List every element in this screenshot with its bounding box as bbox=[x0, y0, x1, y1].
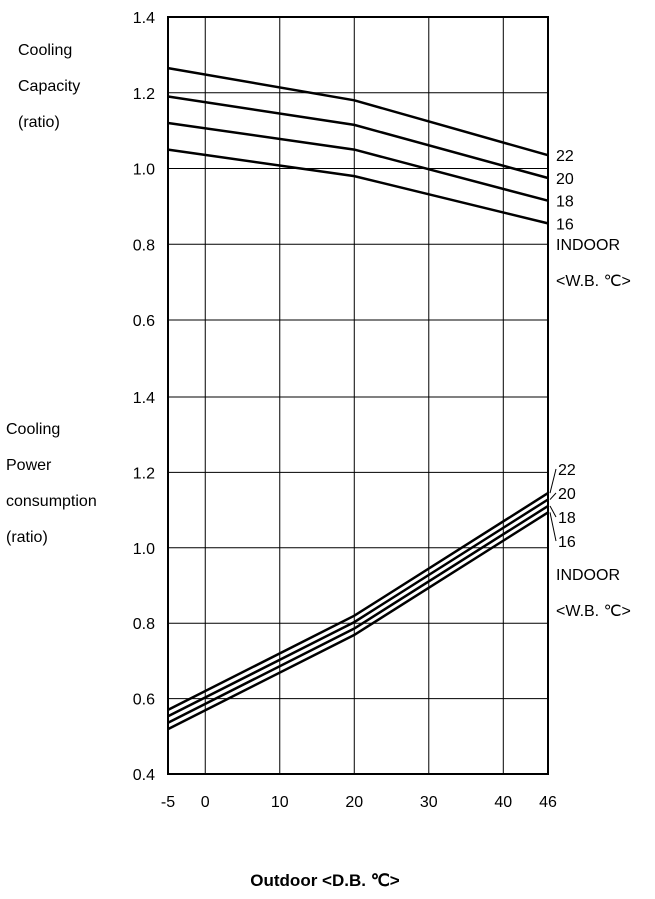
legend-label-18: 18 bbox=[558, 510, 576, 527]
y-axis-label-line: Cooling bbox=[6, 421, 60, 438]
series-line-18 bbox=[167, 121, 549, 202]
series-line-16 bbox=[167, 148, 549, 225]
x-tick-label: 10 bbox=[271, 794, 289, 811]
legend-label-22: 22 bbox=[558, 462, 576, 479]
legend-leader bbox=[549, 512, 557, 542]
y-tick-label: 0.6 bbox=[133, 313, 155, 330]
x-tick-labels: -5 0 10 20 30 40 46 bbox=[161, 794, 557, 811]
y-tick-label: 1.0 bbox=[133, 541, 155, 558]
x-tick-label: -5 bbox=[161, 794, 175, 811]
series-legends: 22 20 18 16 INDOOR <W.B. ℃> 22 20 18 16 INDOOR <W.B… bbox=[549, 148, 631, 620]
y-axis-label-line: Cooling bbox=[18, 42, 72, 59]
y-tick-label: 1.2 bbox=[133, 465, 155, 482]
legend-leader bbox=[549, 505, 557, 518]
y-axis-label-line: (ratio) bbox=[6, 529, 48, 546]
series-line-16 bbox=[167, 511, 549, 731]
series-line-22 bbox=[167, 492, 549, 712]
legend-leader bbox=[549, 468, 557, 494]
legend-label-20: 20 bbox=[556, 171, 574, 188]
legend-label-22: 22 bbox=[556, 148, 574, 165]
legend-leader bbox=[549, 492, 557, 500]
x-tick-label: 0 bbox=[201, 794, 210, 811]
y-tick-label: 0.8 bbox=[133, 237, 155, 254]
y-tick-labels: 1.4 1.2 1.0 0.8 0.6 1.4 1.2 1.0 0.8 0.6 0.4 bbox=[133, 10, 155, 784]
legend-title-line: <W.B. ℃> bbox=[556, 603, 631, 620]
x-axis-title: Outdoor <D.B. ℃> bbox=[250, 871, 400, 890]
series-line-22 bbox=[167, 66, 549, 157]
legend-label-16: 16 bbox=[556, 216, 574, 233]
legend-label-16: 16 bbox=[558, 534, 576, 551]
y-tick-label: 0.4 bbox=[133, 767, 155, 784]
y-axis-label-line: (ratio) bbox=[18, 114, 60, 131]
x-tick-label: 46 bbox=[539, 794, 557, 811]
series-line-18 bbox=[167, 504, 549, 724]
x-tick-label: 30 bbox=[420, 794, 438, 811]
series-line-20 bbox=[167, 498, 549, 718]
y-axis-label-line: Capacity bbox=[18, 78, 80, 95]
y-tick-label: 1.4 bbox=[133, 10, 155, 27]
plot-frame bbox=[167, 16, 549, 775]
legend-title-line: INDOOR bbox=[556, 567, 620, 584]
series-lines bbox=[167, 66, 549, 731]
y-tick-label: 0.6 bbox=[133, 692, 155, 709]
y-tick-label: 0.8 bbox=[133, 616, 155, 633]
y-axis-labels: Cooling Capacity (ratio) Cooling Power consum… bbox=[6, 42, 97, 546]
y-axis-label-line: consumption bbox=[6, 493, 97, 510]
y-tick-label: 1.2 bbox=[133, 86, 155, 103]
legend-title-line: <W.B. ℃> bbox=[556, 273, 631, 290]
y-axis-label-line: Power bbox=[6, 457, 52, 474]
legend-label-20: 20 bbox=[558, 486, 576, 503]
legend-label-18: 18 bbox=[556, 194, 574, 211]
y-tick-label: 1.0 bbox=[133, 162, 155, 179]
x-tick-label: 20 bbox=[345, 794, 363, 811]
series-line-20 bbox=[167, 95, 549, 180]
y-tick-label: 1.4 bbox=[133, 390, 155, 407]
legend-title-line: INDOOR bbox=[556, 237, 620, 254]
x-tick-label: 40 bbox=[494, 794, 512, 811]
